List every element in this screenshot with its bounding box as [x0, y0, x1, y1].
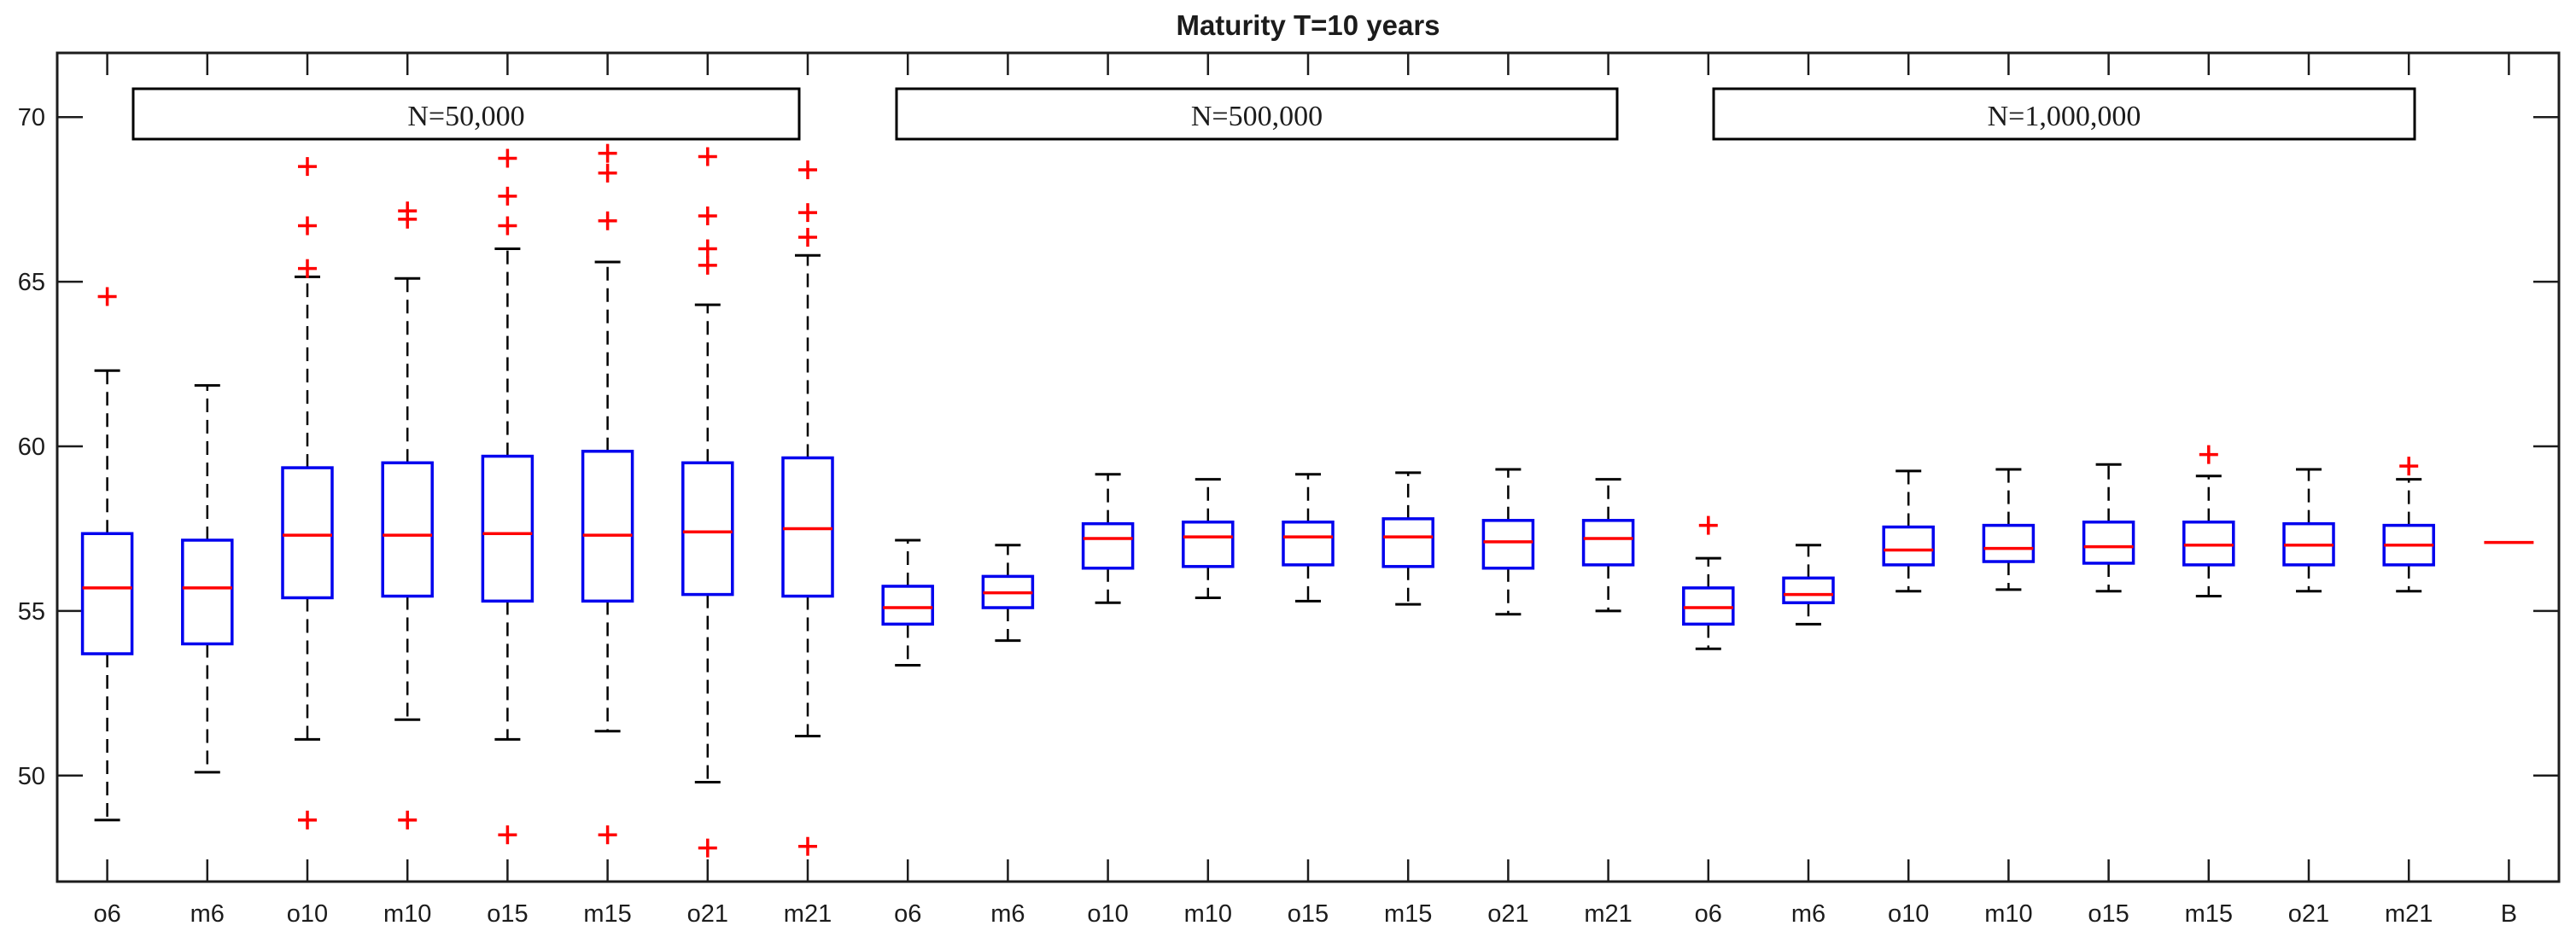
- box-iqr: [1182, 520, 1235, 568]
- boxplot-m10-3: [381, 201, 434, 830]
- boxplot-m6-17: [1782, 544, 1835, 626]
- box-iqr: [1581, 519, 1635, 567]
- boxplot-o21-22: [2282, 468, 2335, 593]
- box-iqr: [581, 450, 634, 603]
- boxplot-o10-10: [1081, 473, 1135, 604]
- boxplot-o21-6: [681, 147, 734, 858]
- x-tick-label: m6: [190, 900, 225, 928]
- axis-labels: 50 55 60 65 70 o6 m6 o10 m10 o15 m15 o21 m21 o6 m6 o10 m…: [18, 104, 2517, 928]
- y-tick-label: 50: [18, 763, 45, 790]
- x-tick-label: m10: [1184, 900, 1232, 928]
- boxplot-o15-12: [1282, 473, 1335, 603]
- x-tick-label: o15: [1288, 900, 1329, 928]
- box-iqr: [1782, 576, 1835, 604]
- boxplot-o6-8: [881, 539, 934, 667]
- box-iqr: [1982, 523, 2036, 563]
- x-tick-label: o6: [93, 900, 120, 928]
- boxplot-m21-15: [1581, 478, 1635, 613]
- x-tick-label: o10: [287, 900, 328, 928]
- boxplot-o21-14: [1481, 468, 1535, 616]
- box-iqr: [481, 454, 534, 603]
- box-iqr: [1081, 521, 1135, 570]
- box-iqr: [1682, 586, 1735, 626]
- x-tick-label: o15: [2088, 900, 2129, 928]
- group-label-box: [131, 87, 801, 141]
- group-label-box: [1712, 87, 2416, 141]
- box-iqr: [781, 456, 834, 598]
- y-tick-label: 55: [18, 598, 45, 626]
- group-label-boxes: N=50,000 N=500,000 N=1,000,000: [131, 87, 2416, 141]
- box-iqr: [181, 539, 234, 646]
- boxplot-o6-16: [1682, 515, 1735, 650]
- boxplot-o15-4: [481, 148, 534, 845]
- box-iqr: [681, 461, 734, 597]
- x-tick-label: m6: [1791, 900, 1825, 928]
- axis-ticks: [57, 53, 2559, 882]
- x-tick-label: m21: [2385, 900, 2433, 928]
- box-iqr: [1282, 520, 1335, 567]
- x-tick-label: m15: [583, 900, 631, 928]
- boxplot-m10-11: [1182, 478, 1235, 599]
- boxplot-o10-18: [1882, 469, 1935, 593]
- x-tick-label: o21: [1487, 900, 1528, 928]
- x-tick-label: o21: [687, 900, 728, 928]
- x-tick-label: o6: [894, 900, 921, 928]
- boxplot-o15-20: [2082, 463, 2135, 593]
- box-iqr: [881, 585, 934, 626]
- x-tick-label: B: [2501, 900, 2517, 928]
- x-tick-label: o6: [1695, 900, 1722, 928]
- group-label-text: N=500,000: [1191, 101, 1323, 132]
- boxplot-m21-23: [2382, 457, 2435, 593]
- group-label-text: N=1,000,000: [1988, 101, 2141, 132]
- boxplot-m10-19: [1982, 468, 2036, 591]
- boxplot-o6-0: [80, 287, 134, 822]
- x-tick-label: o10: [1888, 900, 1929, 928]
- chart-title: Maturity T=10 years: [1176, 9, 1440, 41]
- box-iqr: [1381, 517, 1434, 568]
- box-iqr: [1481, 519, 1535, 570]
- box-iqr: [381, 461, 434, 598]
- x-tick-label: m21: [1584, 900, 1632, 928]
- x-tick-label: m15: [1384, 900, 1432, 928]
- boxplot-m15-21: [2182, 445, 2235, 598]
- boxplot-m15-5: [581, 143, 634, 845]
- boxplot-m6-9: [981, 544, 1035, 643]
- x-tick-label: o21: [2288, 900, 2329, 928]
- x-tick-label: o15: [487, 900, 528, 928]
- box-iqr: [281, 466, 334, 600]
- x-tick-label: m6: [990, 900, 1025, 928]
- x-tick-label: m21: [784, 900, 832, 928]
- boxplot-m21-7: [781, 160, 834, 856]
- group-label-text: N=50,000: [407, 101, 524, 132]
- box-iqr: [1882, 525, 1935, 567]
- y-tick-label: 70: [18, 104, 45, 131]
- x-tick-label: o10: [1087, 900, 1128, 928]
- boxplots: [80, 143, 2534, 858]
- boxplot-o10-2: [281, 157, 334, 830]
- box-iqr: [2182, 520, 2235, 567]
- y-tick-label: 60: [18, 434, 45, 461]
- x-tick-label: m15: [2185, 900, 2233, 928]
- y-tick-label: 65: [18, 269, 45, 296]
- x-tick-label: m10: [383, 900, 431, 928]
- boxplot-m15-13: [1381, 471, 1434, 606]
- boxplot-m6-1: [181, 384, 234, 774]
- box-iqr: [2082, 520, 2135, 565]
- group-label-box: [895, 87, 1619, 141]
- box-iqr: [80, 532, 134, 655]
- x-tick-label: m10: [1984, 900, 2032, 928]
